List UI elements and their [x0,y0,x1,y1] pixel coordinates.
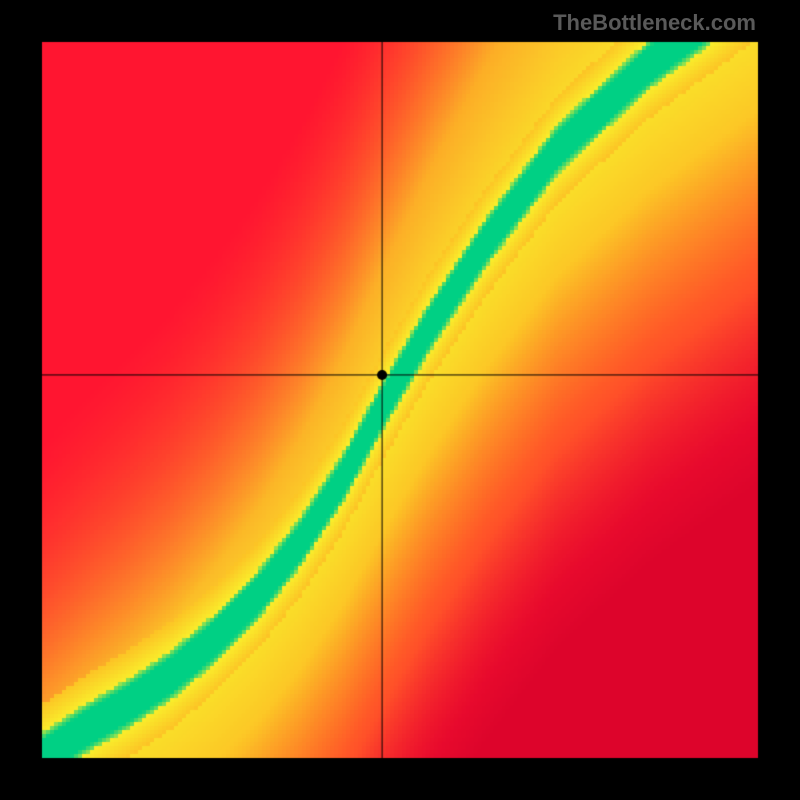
watermark-text: TheBottleneck.com [553,10,756,36]
chart-container: TheBottleneck.com [0,0,800,800]
bottleneck-heatmap [0,0,800,800]
